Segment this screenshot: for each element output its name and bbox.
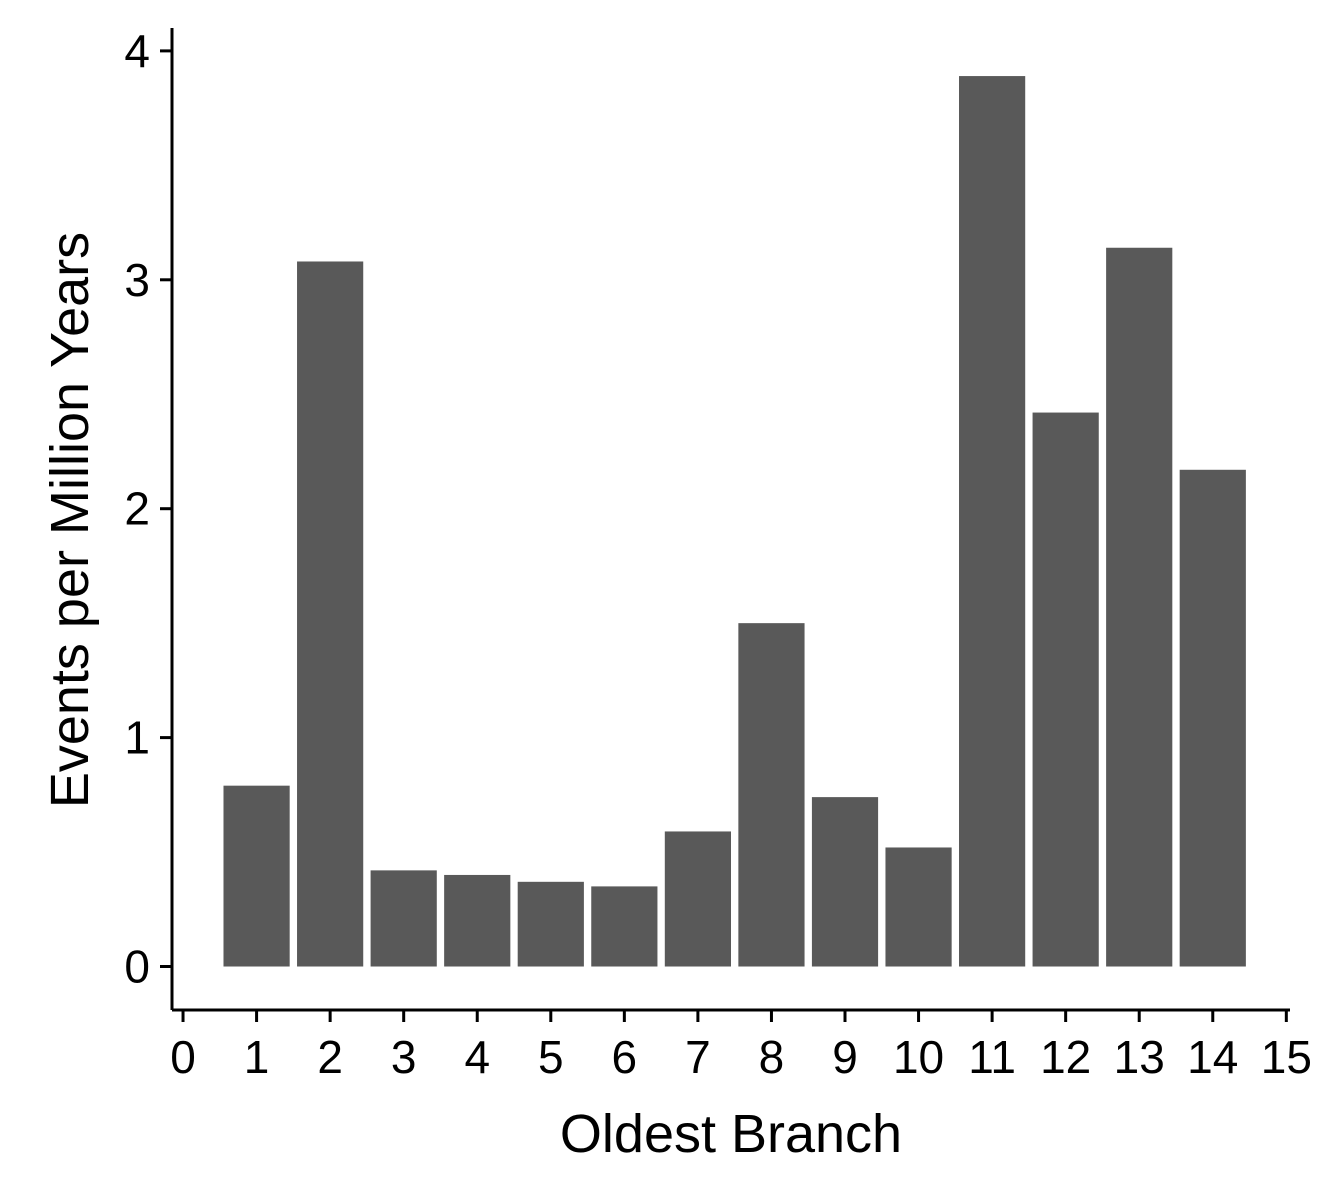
x-tick-label: 0 — [170, 1031, 196, 1083]
x-tick-label: 9 — [832, 1031, 858, 1083]
x-axis-ticks: 0 1 2 3 4 5 6 7 8 9 10 11 12 13 14 15 — [170, 1010, 1312, 1083]
x-tick-label: 13 — [1114, 1031, 1165, 1083]
bar-11 — [959, 76, 1026, 967]
bar-12 — [1032, 412, 1099, 967]
x-tick-label: 14 — [1187, 1031, 1238, 1083]
bar-10 — [885, 847, 952, 967]
bar-14 — [1179, 469, 1246, 967]
x-tick-label: 4 — [464, 1031, 490, 1083]
bar-7 — [664, 831, 731, 967]
x-tick-label: 11 — [968, 1031, 1016, 1083]
y-axis-title: Events per Million Years — [40, 232, 100, 808]
x-tick-label: 2 — [317, 1031, 343, 1083]
x-tick-label: 8 — [759, 1031, 785, 1083]
bar-3 — [370, 870, 437, 967]
x-tick-label: 10 — [893, 1031, 944, 1083]
x-tick-label: 15 — [1261, 1031, 1312, 1083]
bar-5 — [517, 881, 584, 967]
x-tick-label: 1 — [244, 1031, 270, 1083]
x-tick-label: 12 — [1040, 1031, 1091, 1083]
y-tick-label: 1 — [124, 712, 150, 764]
x-axis-title: Oldest Branch — [560, 1104, 902, 1164]
bar-9 — [811, 797, 879, 967]
bar-13 — [1106, 247, 1173, 967]
y-tick-label: 3 — [124, 254, 150, 306]
x-tick-label: 6 — [612, 1031, 638, 1083]
y-tick-label: 2 — [124, 483, 150, 535]
y-tick-label: 4 — [124, 25, 150, 77]
bar-4 — [444, 874, 511, 967]
bar-8 — [738, 623, 805, 967]
x-tick-label: 3 — [391, 1031, 417, 1083]
x-tick-label: 7 — [685, 1031, 711, 1083]
bars — [223, 76, 1246, 967]
y-tick-label: 0 — [124, 941, 150, 993]
bar-1 — [223, 785, 290, 967]
bar-6 — [591, 886, 658, 967]
bar-2 — [297, 261, 364, 967]
y-axis-ticks: 0 1 2 3 4 — [124, 25, 172, 993]
x-tick-label: 5 — [538, 1031, 564, 1083]
